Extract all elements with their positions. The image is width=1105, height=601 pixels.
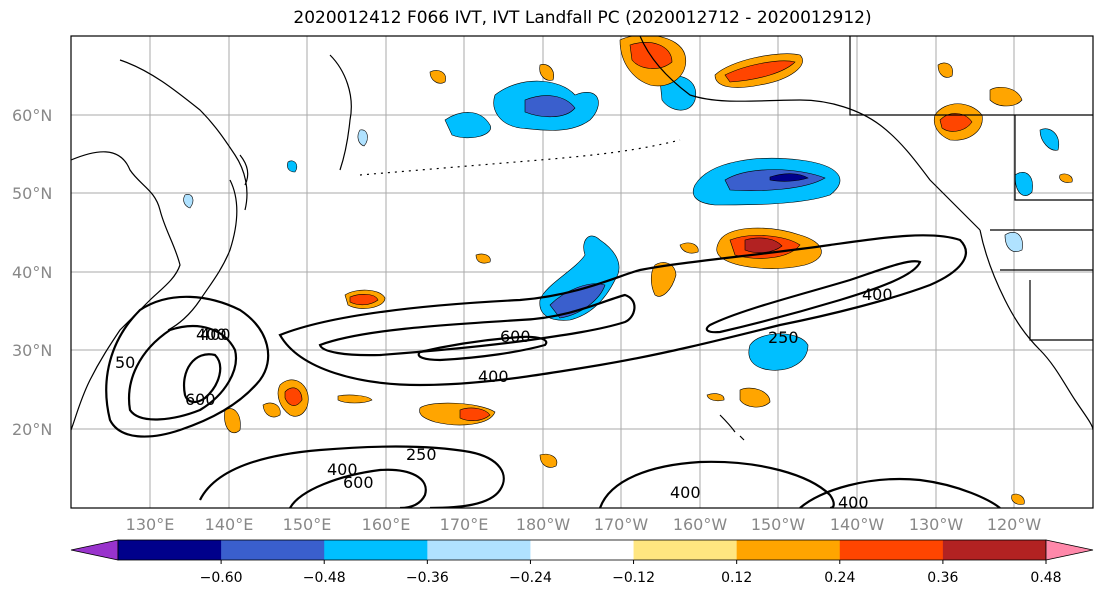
colorbar-extend-left [70, 539, 119, 561]
contour-label-400-d: 400 [200, 325, 231, 344]
colorbar-tick-label: −0.12 [612, 570, 655, 586]
lon-label-150e: 150°E [283, 515, 332, 534]
lat-label-40: 40°N [12, 263, 52, 282]
lon-label-160w: 160°W [673, 515, 728, 534]
colorbar-cell [427, 540, 531, 560]
lat-label-50: 50°N [12, 184, 52, 203]
colorbar-cell [221, 540, 325, 560]
colorbar-extend-right [1045, 539, 1094, 561]
contour-label-400-f: 400 [670, 483, 701, 502]
colorbar-cell [633, 540, 738, 560]
lon-label-120w: 120°W [987, 515, 1042, 534]
lon-label-140w: 140°W [830, 515, 885, 534]
lon-label-130w: 130°W [909, 515, 964, 534]
map-title: 2020012412 F066 IVT, IVT Landfall PC (20… [293, 8, 872, 28]
lat-label-30: 30°N [12, 341, 52, 360]
map-border [70, 35, 1094, 509]
contour-label-600-b: 600 [185, 390, 216, 409]
lon-label-140e: 140°E [205, 515, 254, 534]
colorbar-tick-label: −0.24 [509, 570, 552, 586]
contour-label-400-c: 400 [862, 285, 893, 304]
colorbar-cell [839, 540, 944, 560]
lon-label-170w: 170°W [594, 515, 649, 534]
contour-label-600-c: 600 [343, 473, 374, 492]
lon-label-150w: 150°W [751, 515, 806, 534]
contour-label-250-a: 250 [768, 328, 799, 347]
neg-blob-bering [444, 112, 491, 139]
colorbar-tick-label: −0.36 [406, 570, 449, 586]
lon-label-180w: 180°W [516, 515, 571, 534]
contour-label-400-b: 400 [478, 367, 509, 386]
latitude-labels: 60°N 50°N 40°N 30°N 20°N [12, 106, 52, 439]
lat-label-60: 60°N [12, 106, 52, 125]
colorbar-tick-label: 0.24 [824, 570, 855, 586]
colorbar-cell [736, 540, 841, 560]
contour-label-400-e: 400 [327, 460, 358, 479]
colorbar-tick-label: 0.12 [721, 570, 752, 586]
contour-label-600-a: 600 [500, 327, 531, 346]
contour-labels: 400 600 400 250 400 50 400 600 250 400 6… [115, 285, 893, 512]
neg-blob-hawaii-ne [748, 333, 809, 371]
contour-label-250-b: 250 [406, 445, 437, 464]
contour-label-400-g: 400 [838, 493, 869, 512]
longitude-labels: 130°E 140°E 150°E 160°E 170°E 180°W 170°… [126, 515, 1042, 534]
colorbar: −0.60 −0.48 −0.36 −0.24 −0.12 0.12 0.24 0.36 0.4… [70, 539, 1094, 586]
contour-label-400-a: 400 [196, 325, 227, 344]
colorbar-tick-label: −0.48 [303, 570, 346, 586]
lon-label-160e: 160°E [362, 515, 411, 534]
ivt-contours [105, 234, 1001, 508]
colorbar-cell [118, 540, 222, 560]
colorbar-tick-label: 0.48 [1030, 570, 1061, 586]
lon-label-130e: 130°E [126, 515, 175, 534]
contour-label-50: 50 [115, 353, 135, 372]
colorbar-tick-label: −0.60 [200, 570, 243, 586]
negative-anomalies [183, 75, 1060, 371]
neg-blob-west [1014, 172, 1033, 196]
colorbar-cell [942, 540, 1047, 560]
positive-anomalies [224, 36, 1073, 505]
colorbar-cell [530, 540, 635, 560]
coastlines [71, 36, 1093, 441]
colorbar-cell [324, 540, 428, 560]
colorbar-tick-label: 0.36 [927, 570, 958, 586]
lat-label-20: 20°N [12, 420, 52, 439]
lon-label-170e: 170°E [440, 515, 489, 534]
